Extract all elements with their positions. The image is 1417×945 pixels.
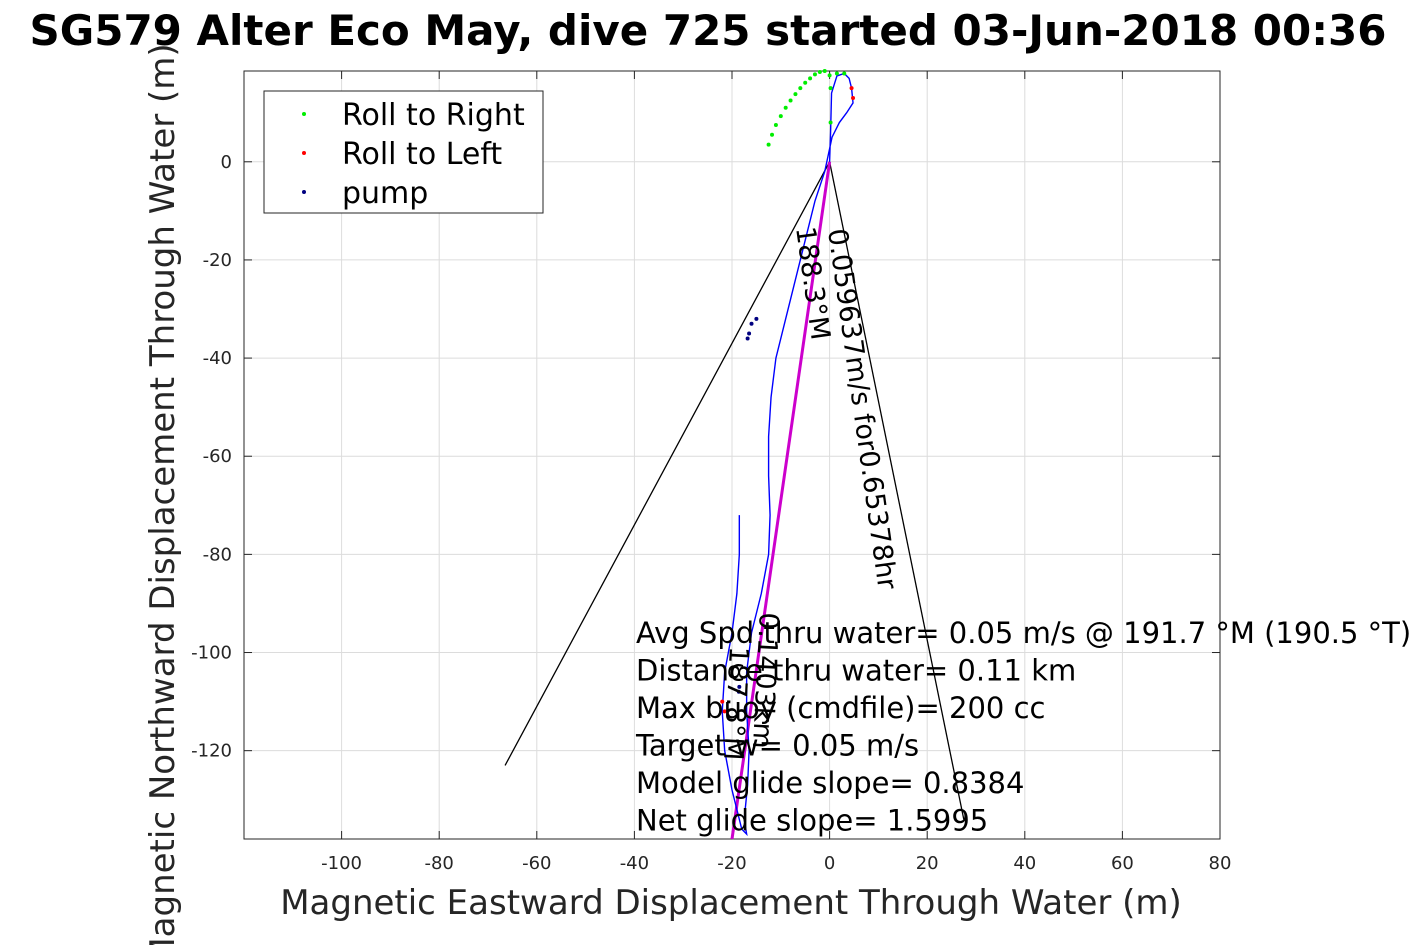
vector-label: 187.8°M — [717, 646, 754, 762]
y-tick-label: 0 — [221, 152, 232, 173]
legend-label: Roll to Left — [342, 137, 502, 172]
direction-cone — [504, 161, 965, 820]
legend-marker — [302, 190, 306, 194]
track-line — [721, 72, 854, 837]
legend-box — [263, 90, 544, 214]
model-track-line — [730, 161, 832, 840]
legend-label: pump — [342, 176, 428, 211]
annotation-line: Model glide slope= 0.8384 — [636, 766, 1024, 800]
annotation-line: Avg Spd thru water= 0.05 m/s @ 191.7 °M … — [636, 616, 1411, 650]
roll-left-point — [722, 709, 727, 714]
cone-line — [504, 161, 831, 766]
pump-point — [745, 336, 750, 341]
y-axis-label: Magnetic Northward Displacement Through … — [143, 43, 183, 945]
roll-right-point — [808, 76, 813, 81]
roll-left-point — [851, 95, 856, 100]
legend-marker — [302, 151, 306, 155]
cone-line — [828, 161, 965, 820]
x-tick-label: -40 — [620, 853, 649, 874]
roll-right-point — [770, 132, 775, 137]
roll-right-point — [817, 69, 822, 74]
axis-ticks: -100 -80 -60 -40 -20 0 20 40 60 80 -120 -100 -80 -60 -… — [191, 71, 1231, 874]
x-tick-label: -20 — [717, 853, 746, 874]
pump-point — [736, 689, 741, 694]
roll-right-point — [766, 142, 771, 147]
roll-right-point — [834, 71, 839, 76]
roll-left-point — [849, 86, 854, 91]
roll-right-point — [798, 86, 803, 91]
y-tick-label: -120 — [191, 741, 232, 762]
x-tick-label: 40 — [1013, 853, 1036, 874]
x-tick-label: 60 — [1111, 853, 1134, 874]
legend: Roll to Right Roll to Left pump — [263, 90, 544, 214]
roll-right-point — [778, 114, 783, 119]
x-tick-label: 0 — [824, 853, 835, 874]
y-tick-label: -40 — [203, 348, 232, 369]
roll-right-point — [783, 105, 788, 110]
roll-right-point — [828, 120, 833, 125]
stats-annotations: Avg Spd thru water= 0.05 m/s @ 191.7 °M … — [635, 616, 1411, 838]
series-layer — [720, 69, 856, 840]
y-tick-label: -100 — [191, 643, 232, 664]
y-tick-label: -20 — [203, 250, 232, 271]
chart-title: SG579 Alter Eco May, dive 725 started 03… — [30, 6, 1387, 55]
vector-label: 0.1403km — [746, 612, 784, 750]
legend-label: Roll to Right — [342, 98, 525, 133]
roll-left-point — [720, 699, 725, 704]
roll-right-point — [803, 80, 808, 85]
x-axis-label: Magnetic Eastward Displacement Through W… — [280, 883, 1182, 923]
annotation-line: Target w= 0.05 m/s — [635, 729, 919, 763]
x-tick-label: -60 — [522, 853, 551, 874]
pump-point — [749, 321, 754, 326]
roll-right-point — [842, 71, 847, 76]
annotation-line: Distance thru water= 0.11 km — [636, 654, 1076, 688]
y-tick-label: -80 — [203, 544, 232, 565]
legend-marker — [302, 112, 306, 116]
pump-point — [747, 331, 752, 336]
roll-right-point — [812, 72, 817, 77]
annotation-line: Net glide slope= 1.5995 — [636, 804, 988, 838]
roll-right-point — [827, 73, 832, 78]
pump-point — [754, 316, 759, 321]
roll-right-point — [788, 98, 793, 103]
pump-point — [737, 684, 742, 689]
roll-right-point — [828, 86, 833, 91]
x-tick-label: 80 — [1209, 853, 1232, 874]
y-tick-label: -60 — [203, 446, 232, 467]
x-tick-label: 20 — [916, 853, 939, 874]
roll-right-point — [822, 69, 827, 73]
roll-right-point — [773, 122, 778, 127]
x-tick-label: -80 — [424, 853, 453, 874]
annotation-line: Max buoy (cmdfile)= 200 cc — [636, 691, 1045, 725]
roll-right-point — [793, 92, 798, 97]
x-tick-label: -100 — [321, 853, 362, 874]
